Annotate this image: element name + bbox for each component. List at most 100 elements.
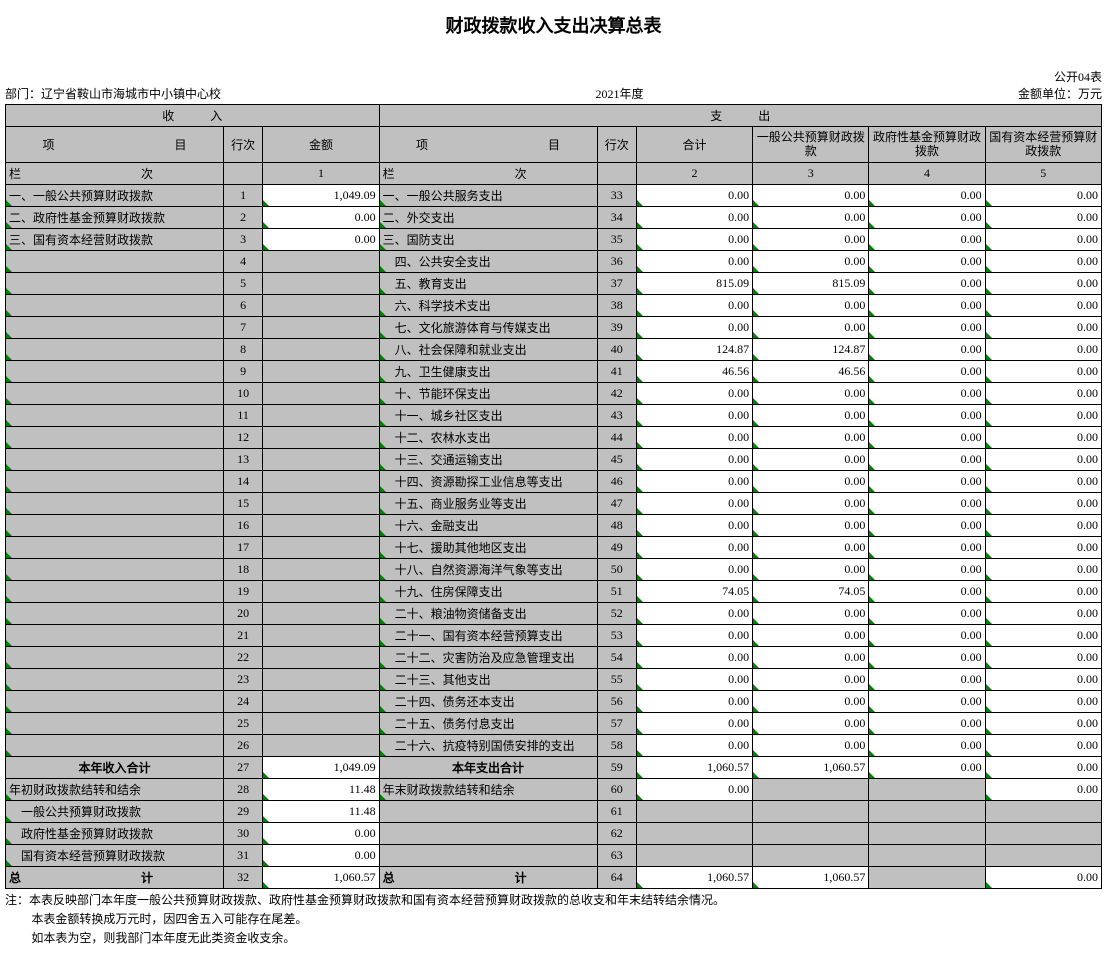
value-cell: 0.00 [753,185,869,207]
income-subtotal-label: 本年收入合计 [6,757,224,779]
expense-item: 九、卫生健康支出 [379,361,597,383]
row-num-l: 20 [223,603,262,625]
value-cell: 0.00 [985,229,1101,251]
carry-amount: 0.00 [263,823,379,845]
value-cell: 0.00 [753,625,869,647]
row-num-r: 40 [597,339,636,361]
value-cell [753,801,869,823]
income-amount [263,405,379,427]
income-amount [263,493,379,515]
header-blank1 [223,163,262,185]
table-row: 一、一般公共预算财政拨款11,049.09一、一般公共服务支出330.000.0… [6,185,1102,207]
value-cell [753,779,869,801]
note-line: 本表金额转换成万元时，因四舍五入可能存在尾差。 [5,910,1102,929]
carry-row: 一般公共预算财政拨款2911.4861 [6,801,1102,823]
value-cell: 0.00 [636,493,752,515]
note-line: 注：本表反映部门本年度一般公共预算财政拨款、政府性基金预算财政拨款和国有资本经营… [5,891,1102,910]
row-num-r: 37 [597,273,636,295]
value-cell [636,823,752,845]
value-cell: 0.00 [636,603,752,625]
value-cell: 0.00 [753,251,869,273]
value-cell: 0.00 [869,427,985,449]
table-row: 20 二十、粮油物资储备支出520.000.000.000.00 [6,603,1102,625]
income-item [6,273,224,295]
value-cell: 0.00 [753,427,869,449]
row-num-l: 27 [223,757,262,779]
value-cell [869,823,985,845]
row-num-l: 4 [223,251,262,273]
row-num-l: 11 [223,405,262,427]
row-num-r: 47 [597,493,636,515]
page-title: 财政拨款收入支出决算总表 [5,12,1102,38]
value-cell: 0.00 [869,251,985,273]
row-num-r: 41 [597,361,636,383]
row-num-l: 2 [223,207,262,229]
income-amount [263,559,379,581]
table-row: 21 二十一、国有资本经营预算支出530.000.000.000.00 [6,625,1102,647]
value-cell: 0.00 [985,625,1101,647]
value-cell: 0.00 [869,361,985,383]
expense-subtotal-label: 本年支出合计 [379,757,597,779]
row-num-r: 46 [597,471,636,493]
expense-item: 一、一般公共服务支出 [379,185,597,207]
value-cell: 0.00 [869,537,985,559]
income-item [6,713,224,735]
value-cell: 0.00 [636,669,752,691]
value-cell: 0.00 [753,559,869,581]
value-cell: 815.09 [636,273,752,295]
value-cell: 0.00 [869,735,985,757]
row-num-l: 25 [223,713,262,735]
value-cell: 0.00 [985,867,1101,889]
value-cell: 0.00 [753,405,869,427]
row-num-r: 53 [597,625,636,647]
value-cell: 0.00 [985,427,1101,449]
value-cell: 0.00 [636,647,752,669]
value-cell: 1,060.57 [636,757,752,779]
header-c5: 5 [985,163,1101,185]
header-income: 收 入 [6,105,380,127]
value-cell: 815.09 [753,273,869,295]
value-cell: 0.00 [985,647,1101,669]
expense-item: 四、公共安全支出 [379,251,597,273]
expense-item: 十七、援助其他地区支出 [379,537,597,559]
row-num-l: 17 [223,537,262,559]
value-cell: 0.00 [869,559,985,581]
table-row: 18 十八、自然资源海洋气象等支出500.000.000.000.00 [6,559,1102,581]
carry-item-r [379,801,597,823]
value-cell: 0.00 [985,207,1101,229]
value-cell: 1,060.57 [753,867,869,889]
table-row: 23 二十三、其他支出550.000.000.000.00 [6,669,1102,691]
value-cell: 0.00 [636,405,752,427]
table-row: 26 二十六、抗疫特别国债安排的支出580.000.000.000.00 [6,735,1102,757]
value-cell: 0.00 [753,647,869,669]
carry-row: 国有资本经营预算财政拨款310.0063 [6,845,1102,867]
value-cell: 0.00 [985,383,1101,405]
value-cell: 0.00 [869,207,985,229]
value-cell: 0.00 [636,691,752,713]
row-num-r: 56 [597,691,636,713]
value-cell [985,845,1101,867]
value-cell: 0.00 [985,669,1101,691]
row-num-l: 22 [223,647,262,669]
row-num-r: 50 [597,559,636,581]
value-cell: 0.00 [636,383,752,405]
income-amount [263,537,379,559]
value-cell: 0.00 [869,647,985,669]
value-cell: 0.00 [985,779,1101,801]
table-row: 12 十二、农林水支出440.000.000.000.00 [6,427,1102,449]
table-row: 19 十九、住房保障支出5174.0574.050.000.00 [6,581,1102,603]
value-cell: 0.00 [869,713,985,735]
expense-item: 二十、粮油物资储备支出 [379,603,597,625]
value-cell: 0.00 [869,515,985,537]
value-cell: 0.00 [753,735,869,757]
header-colnum-r: 栏 次 [379,163,597,185]
income-item [6,405,224,427]
expense-item: 二十二、灾害防治及应急管理支出 [379,647,597,669]
value-cell: 0.00 [869,185,985,207]
value-cell: 0.00 [985,405,1101,427]
value-cell [753,823,869,845]
value-cell: 0.00 [985,449,1101,471]
expense-item: 十九、住房保障支出 [379,581,597,603]
value-cell: 0.00 [985,339,1101,361]
table-row: 15 十五、商业服务业等支出470.000.000.000.00 [6,493,1102,515]
